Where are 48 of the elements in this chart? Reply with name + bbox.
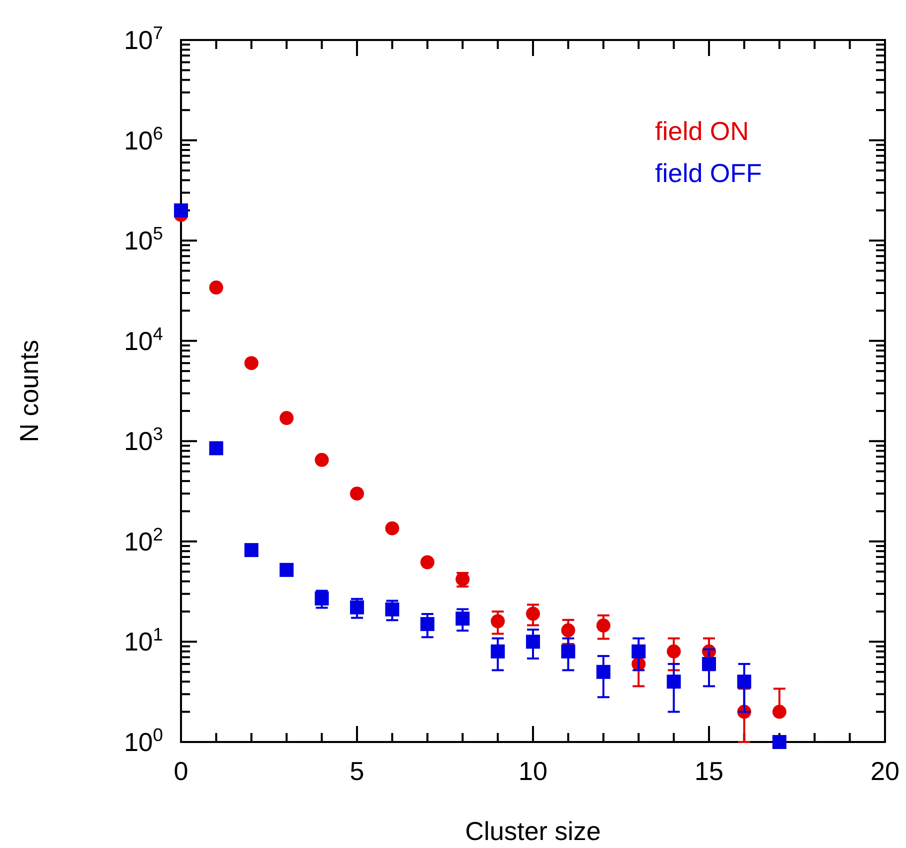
- y-tick-label: 10$^{4}$: [124, 324, 163, 356]
- x-tick-label: 5: [350, 756, 364, 786]
- point: [526, 634, 540, 649]
- point: [280, 411, 294, 426]
- y-axis-title: N counts: [14, 340, 44, 442]
- x-axis-title: Cluster size: [465, 816, 601, 846]
- point: [350, 600, 364, 614]
- point: [420, 617, 434, 632]
- point: [456, 612, 470, 626]
- x-tick-label: 10: [518, 756, 548, 786]
- x-tick-label: 15: [694, 756, 724, 786]
- y-tick-label: 10$^{5}$: [124, 224, 163, 256]
- y-tick-label: 10$^{1}$: [124, 624, 163, 657]
- y-tick-label: 10$^{0}$: [124, 725, 163, 757]
- point: [596, 618, 610, 633]
- point: [280, 562, 294, 577]
- point: [244, 356, 258, 370]
- y-tick-label: 10$^{7}$: [124, 23, 163, 55]
- point: [772, 704, 786, 719]
- point: [526, 606, 540, 621]
- y-tick-label: 10$^{6}$: [124, 123, 163, 156]
- point: [209, 280, 224, 295]
- point: [174, 203, 188, 218]
- y-tick-label: 10$^{3}$: [124, 424, 163, 456]
- text: field ON: [655, 116, 749, 146]
- point: [350, 486, 364, 501]
- point: [209, 441, 224, 456]
- point: [385, 521, 400, 536]
- point: [666, 644, 681, 658]
- point: [561, 644, 576, 658]
- point: [772, 735, 786, 749]
- point: [244, 543, 258, 558]
- point: [702, 656, 716, 671]
- point: [490, 614, 505, 628]
- point: [314, 452, 329, 467]
- point: [561, 623, 576, 638]
- point: [385, 602, 400, 616]
- text: field OFF: [655, 158, 762, 188]
- point: [666, 674, 681, 689]
- x-tick-label: 20: [870, 756, 900, 786]
- point: [490, 644, 505, 658]
- point: [632, 644, 646, 658]
- y-tick-label: 10$^{2}$: [124, 524, 163, 556]
- point: [737, 674, 752, 689]
- point: [314, 591, 329, 606]
- point: [596, 664, 610, 679]
- x-tick-label: 0: [174, 756, 188, 786]
- point: [420, 555, 434, 570]
